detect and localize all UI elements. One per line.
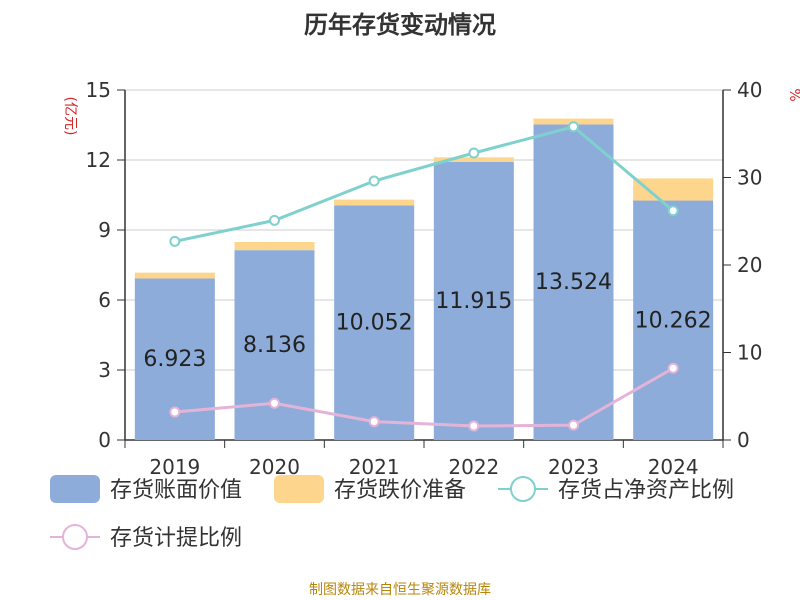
legend-marker	[62, 524, 88, 550]
series-point-2	[568, 121, 579, 133]
chart-title: 历年存货变动情况	[304, 11, 496, 39]
legend-label: 存货账面价值	[110, 478, 242, 503]
bar-impairment-reserve	[134, 272, 215, 279]
series-point-2	[368, 175, 380, 187]
left-tick-label: 12	[86, 148, 111, 172]
legend-label: 存货占净资产比例	[558, 478, 734, 503]
right-tick-label: 40	[737, 78, 762, 102]
bar-data-label: 13.524	[535, 270, 612, 295]
series-point-3	[269, 397, 280, 409]
legend-label: 存货计提比例	[110, 526, 242, 551]
bar-book-value	[334, 205, 415, 440]
source-note: 制图数据来自恒生聚源数据库	[309, 582, 491, 598]
bar-impairment-reserve	[633, 178, 714, 201]
left-tick-label: 0	[98, 428, 111, 452]
legend-swatch	[274, 475, 324, 503]
bar-data-label: 11.915	[435, 289, 512, 314]
x-tick-label: 2019	[149, 455, 200, 479]
series-line-3	[174, 366, 674, 428]
left-tick-label: 3	[98, 358, 111, 382]
series-point-3	[667, 362, 679, 374]
bar-book-value	[433, 161, 514, 440]
x-tick-label: 2022	[448, 455, 499, 479]
right-tick-label: 30	[737, 166, 762, 190]
bar-impairment-reserve	[234, 241, 315, 251]
bar-book-value	[533, 124, 614, 440]
bar-impairment-reserve	[433, 157, 514, 162]
bar-impairment-reserve	[334, 199, 415, 206]
series-point-2	[269, 214, 280, 226]
bar-data-label: 8.136	[243, 333, 306, 358]
x-tick-label: 2024	[648, 455, 699, 479]
right-axis-unit: %	[786, 88, 800, 101]
bar-data-label: 10.052	[336, 311, 413, 336]
bar-book-value	[633, 200, 714, 440]
right-tick-label: 20	[737, 253, 762, 277]
legend-swatch	[50, 475, 100, 503]
bar-data-label: 6.923	[143, 347, 206, 372]
series-point-2	[667, 205, 679, 217]
series-point-3	[468, 420, 480, 432]
series-line-2	[174, 125, 675, 243]
series-point-2	[169, 235, 181, 247]
left-axis-unit: (亿元)	[62, 97, 78, 136]
left-tick-label: 9	[98, 218, 111, 242]
legend-label: 存货跌价准备	[334, 478, 466, 503]
left-tick-label: 6	[98, 288, 111, 312]
series-point-3	[368, 416, 380, 428]
legend-marker	[510, 476, 536, 502]
x-tick-label: 2021	[349, 455, 400, 479]
bar-data-label: 10.262	[635, 308, 712, 333]
series-point-2	[468, 147, 480, 159]
series-point-3	[169, 406, 181, 418]
right-tick-label: 10	[737, 341, 762, 365]
series-point-3	[568, 419, 579, 431]
right-tick-label: 0	[737, 428, 750, 452]
x-tick-label: 2023	[548, 455, 599, 479]
left-tick-label: 15	[86, 78, 111, 102]
